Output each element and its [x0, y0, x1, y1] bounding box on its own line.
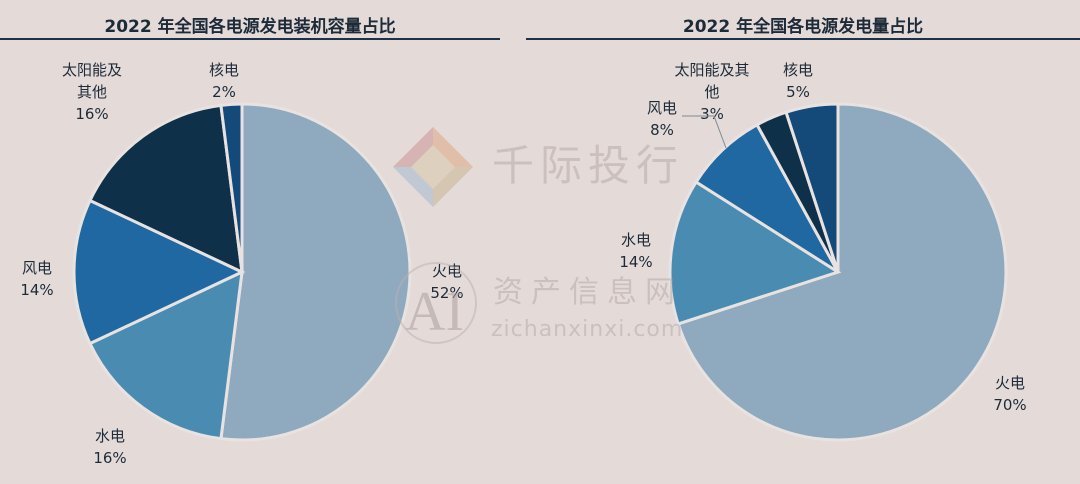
- label-wind-capacity: 风电 14%: [20, 259, 53, 299]
- slice-hydro-generation: [668, 179, 842, 326]
- label-hydro-capacity: 水电 16%: [93, 427, 126, 467]
- chart-title-left: 2022 年全国各电源发电装机容量占比: [104, 17, 396, 37]
- watermark-logo: [393, 127, 473, 207]
- watermark-site-cn: 资产信息网: [493, 275, 683, 310]
- pie-right: 火电 70% 水电 14% 风电 8%太阳能及其他 3% 核电 5%: [619, 61, 1027, 442]
- watermark-brand: 千际投行: [492, 141, 684, 190]
- watermark-ai-text: AI: [405, 281, 464, 343]
- slice-hydro-capacity: [87, 269, 244, 441]
- slice-wind-capacity: [72, 198, 246, 346]
- label-hydro-generation: 水电 14%: [619, 231, 652, 271]
- title-rule-left: [0, 38, 500, 40]
- watermark-ai-circle: [395, 262, 477, 344]
- leader-line-solar-other: [682, 115, 727, 149]
- slice-solar-other-capacity: [87, 103, 244, 275]
- pie-left: 火电 52%水电 16%风电 14%太阳能及其他 16%核电 2%: [20, 61, 463, 467]
- slice-fire-capacity: [219, 102, 412, 442]
- label-fire-generation: 火电 70%: [993, 374, 1026, 414]
- watermark: 千际投行 AI 资产信息网 zichanxinxi.com: [393, 127, 684, 344]
- label-solar-other-generation: 太阳能及其他 3%: [674, 61, 749, 123]
- label-wind-generation: 风电 8%: [647, 99, 677, 139]
- label-nuclear-generation: 核电 5%: [783, 61, 813, 101]
- title-rule-right: [526, 38, 1080, 40]
- chart-title-right: 2022 年全国各电源发电量占比: [682, 17, 924, 37]
- label-solar-other-capacity: 太阳能及其他 16%: [62, 61, 122, 123]
- slice-nuclear-generation: [784, 102, 840, 273]
- slice-nuclear-capacity: [219, 102, 244, 273]
- watermark-site-url: zichanxinxi.com: [491, 317, 683, 342]
- label-nuclear-capacity: 核电 2%: [209, 61, 239, 101]
- slice-fire-generation: [676, 102, 1008, 442]
